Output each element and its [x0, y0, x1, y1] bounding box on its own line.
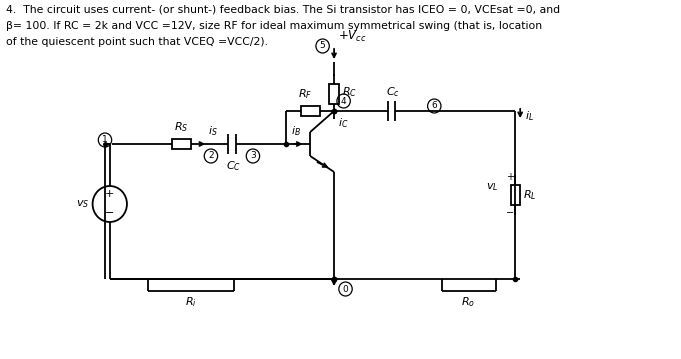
Text: $i_C$: $i_C$: [338, 116, 349, 130]
Text: 4.  The circuit uses current- (or shunt-) feedback bias. The Si transistor has I: 4. The circuit uses current- (or shunt-)…: [5, 5, 560, 15]
Text: $i_L$: $i_L$: [525, 109, 534, 123]
Text: $R_F$: $R_F$: [298, 87, 313, 101]
Text: $R_L$: $R_L$: [523, 188, 537, 202]
Text: $R_i$: $R_i$: [185, 295, 197, 309]
Text: $i_S$: $i_S$: [208, 124, 218, 138]
Text: 5: 5: [320, 42, 326, 51]
Text: −: −: [105, 208, 114, 218]
Text: of the quiescent point such that VCEQ =VCC/2).: of the quiescent point such that VCEQ =V…: [5, 37, 268, 47]
Text: $R_S$: $R_S$: [174, 120, 189, 134]
Text: +: +: [506, 172, 513, 182]
Text: β= 100. If RC = 2k and VCC =12V, size RF for ideal maximum symmetrical swing (th: β= 100. If RC = 2k and VCC =12V, size RF…: [5, 21, 542, 31]
Text: $v_L$: $v_L$: [486, 181, 498, 193]
Bar: [511, 185, 520, 205]
Text: 6: 6: [431, 102, 437, 111]
Text: $+V_{cc}$: $+V_{cc}$: [338, 29, 366, 44]
Bar: [330, 84, 339, 104]
Text: $C_C$: $C_C$: [226, 159, 242, 173]
Text: $i_B$: $i_B$: [291, 124, 301, 138]
Text: 0: 0: [343, 284, 349, 294]
Text: 1: 1: [102, 135, 108, 145]
Text: −: −: [505, 208, 513, 218]
Text: 3: 3: [250, 151, 256, 160]
Text: 4: 4: [340, 97, 347, 106]
Bar: [172, 139, 191, 149]
Text: $R_o$: $R_o$: [460, 295, 475, 309]
Text: $C_c$: $C_c$: [386, 85, 400, 99]
Bar: [300, 106, 320, 116]
Text: +: +: [105, 189, 114, 199]
Text: $R_C$: $R_C$: [342, 85, 357, 99]
Text: 2: 2: [208, 151, 214, 160]
Text: $v_S$: $v_S$: [76, 198, 89, 210]
